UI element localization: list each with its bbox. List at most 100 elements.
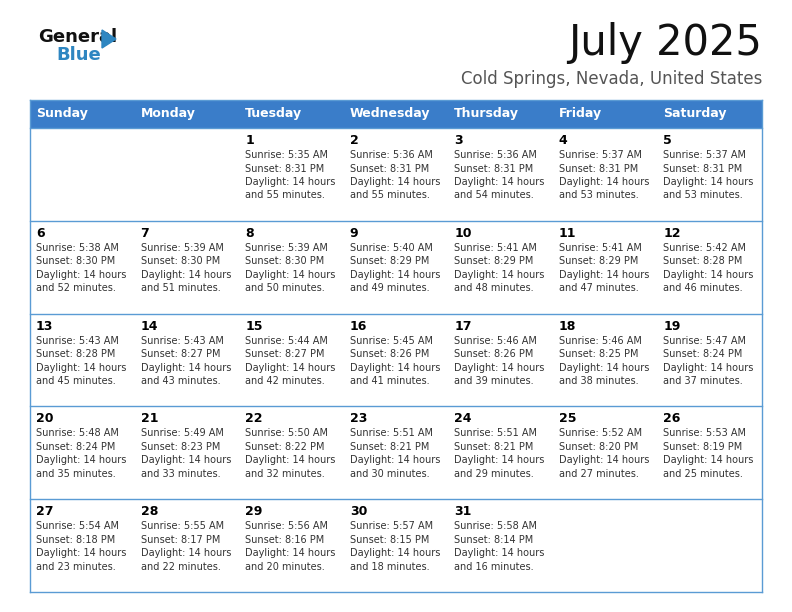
Text: Sunset: 8:23 PM: Sunset: 8:23 PM [140, 442, 220, 452]
Bar [448, 313, 553, 406]
Text: Sunset: 8:29 PM: Sunset: 8:29 PM [559, 256, 638, 266]
Text: 22: 22 [246, 412, 263, 425]
Text: and 55 minutes.: and 55 minutes. [246, 190, 325, 201]
Bar [30, 100, 135, 128]
Text: 10: 10 [455, 227, 472, 240]
Text: 21: 21 [140, 412, 158, 425]
Bar [553, 128, 657, 221]
Text: Sunset: 8:29 PM: Sunset: 8:29 PM [350, 256, 429, 266]
Text: 7: 7 [140, 227, 150, 240]
Bar [239, 499, 344, 592]
Text: Sunrise: 5:51 AM: Sunrise: 5:51 AM [350, 428, 432, 438]
Text: 9: 9 [350, 227, 358, 240]
Text: Monday: Monday [140, 108, 196, 121]
Text: Sunrise: 5:47 AM: Sunrise: 5:47 AM [664, 335, 746, 346]
Text: 25: 25 [559, 412, 577, 425]
Text: Wednesday: Wednesday [350, 108, 430, 121]
Text: Daylight: 14 hours: Daylight: 14 hours [350, 455, 440, 465]
Text: Sunset: 8:31 PM: Sunset: 8:31 PM [559, 163, 638, 173]
Bar [553, 313, 657, 406]
Text: Sunrise: 5:39 AM: Sunrise: 5:39 AM [140, 243, 223, 253]
Text: Cold Springs, Nevada, United States: Cold Springs, Nevada, United States [461, 70, 762, 88]
Bar [239, 313, 344, 406]
Text: Daylight: 14 hours: Daylight: 14 hours [664, 270, 754, 280]
Text: Sunset: 8:31 PM: Sunset: 8:31 PM [246, 163, 325, 173]
Text: Daylight: 14 hours: Daylight: 14 hours [246, 455, 336, 465]
Text: Daylight: 14 hours: Daylight: 14 hours [140, 548, 231, 558]
Text: and 30 minutes.: and 30 minutes. [350, 469, 429, 479]
Text: Blue: Blue [56, 46, 101, 64]
Text: 27: 27 [36, 505, 54, 518]
Bar [30, 128, 135, 221]
Text: Sunrise: 5:46 AM: Sunrise: 5:46 AM [455, 335, 537, 346]
Text: Sunset: 8:19 PM: Sunset: 8:19 PM [664, 442, 743, 452]
Text: and 41 minutes.: and 41 minutes. [350, 376, 429, 386]
Bar [135, 221, 239, 313]
Text: Daylight: 14 hours: Daylight: 14 hours [455, 455, 545, 465]
Bar [553, 499, 657, 592]
Text: Sunrise: 5:42 AM: Sunrise: 5:42 AM [664, 243, 746, 253]
Text: 14: 14 [140, 319, 158, 332]
Text: Sunset: 8:24 PM: Sunset: 8:24 PM [36, 442, 116, 452]
Text: Sunrise: 5:52 AM: Sunrise: 5:52 AM [559, 428, 642, 438]
Text: 15: 15 [246, 319, 263, 332]
Text: Sunrise: 5:38 AM: Sunrise: 5:38 AM [36, 243, 119, 253]
Text: Sunrise: 5:37 AM: Sunrise: 5:37 AM [559, 150, 642, 160]
Bar [344, 221, 448, 313]
Text: Daylight: 14 hours: Daylight: 14 hours [559, 270, 649, 280]
Text: Sunrise: 5:43 AM: Sunrise: 5:43 AM [36, 335, 119, 346]
Text: Sunset: 8:31 PM: Sunset: 8:31 PM [455, 163, 534, 173]
Bar [135, 128, 239, 221]
Text: Sunset: 8:14 PM: Sunset: 8:14 PM [455, 535, 534, 545]
Text: Daylight: 14 hours: Daylight: 14 hours [455, 270, 545, 280]
Text: Daylight: 14 hours: Daylight: 14 hours [140, 362, 231, 373]
Text: Daylight: 14 hours: Daylight: 14 hours [350, 270, 440, 280]
Text: Sunset: 8:22 PM: Sunset: 8:22 PM [246, 442, 325, 452]
Bar [135, 313, 239, 406]
Text: Sunrise: 5:36 AM: Sunrise: 5:36 AM [455, 150, 537, 160]
Text: Sunrise: 5:41 AM: Sunrise: 5:41 AM [559, 243, 642, 253]
Text: Sunset: 8:15 PM: Sunset: 8:15 PM [350, 535, 429, 545]
Text: Sunset: 8:31 PM: Sunset: 8:31 PM [664, 163, 743, 173]
Bar [239, 100, 344, 128]
Text: Tuesday: Tuesday [246, 108, 303, 121]
Text: Daylight: 14 hours: Daylight: 14 hours [246, 177, 336, 187]
Text: and 20 minutes.: and 20 minutes. [246, 562, 325, 572]
Text: Sunset: 8:26 PM: Sunset: 8:26 PM [350, 349, 429, 359]
Text: and 48 minutes.: and 48 minutes. [455, 283, 534, 293]
Bar [30, 313, 135, 406]
Text: and 42 minutes.: and 42 minutes. [246, 376, 325, 386]
Bar [344, 313, 448, 406]
Text: and 16 minutes.: and 16 minutes. [455, 562, 534, 572]
Text: 18: 18 [559, 319, 577, 332]
Text: Sunrise: 5:51 AM: Sunrise: 5:51 AM [455, 428, 537, 438]
Text: Daylight: 14 hours: Daylight: 14 hours [455, 177, 545, 187]
Text: Sunrise: 5:44 AM: Sunrise: 5:44 AM [246, 335, 328, 346]
Text: Sunrise: 5:43 AM: Sunrise: 5:43 AM [140, 335, 223, 346]
Bar [448, 128, 553, 221]
Text: Daylight: 14 hours: Daylight: 14 hours [246, 270, 336, 280]
Bar [344, 100, 448, 128]
Text: Sunrise: 5:36 AM: Sunrise: 5:36 AM [350, 150, 432, 160]
Text: Sunset: 8:30 PM: Sunset: 8:30 PM [246, 256, 325, 266]
Bar [553, 221, 657, 313]
Text: Sunset: 8:29 PM: Sunset: 8:29 PM [455, 256, 534, 266]
Bar [135, 406, 239, 499]
Text: Sunset: 8:18 PM: Sunset: 8:18 PM [36, 535, 116, 545]
Text: and 29 minutes.: and 29 minutes. [455, 469, 534, 479]
Text: 26: 26 [664, 412, 681, 425]
Text: July 2025: July 2025 [568, 22, 762, 64]
Text: and 52 minutes.: and 52 minutes. [36, 283, 116, 293]
Text: Saturday: Saturday [664, 108, 727, 121]
Text: and 25 minutes.: and 25 minutes. [664, 469, 744, 479]
Text: Sunrise: 5:40 AM: Sunrise: 5:40 AM [350, 243, 432, 253]
Text: Sunrise: 5:49 AM: Sunrise: 5:49 AM [140, 428, 223, 438]
Text: Daylight: 14 hours: Daylight: 14 hours [246, 362, 336, 373]
Text: and 33 minutes.: and 33 minutes. [140, 469, 220, 479]
Text: Sunrise: 5:56 AM: Sunrise: 5:56 AM [246, 521, 328, 531]
Text: Sunrise: 5:46 AM: Sunrise: 5:46 AM [559, 335, 642, 346]
Bar [239, 128, 344, 221]
Text: Sunrise: 5:55 AM: Sunrise: 5:55 AM [140, 521, 223, 531]
Bar [657, 221, 762, 313]
Text: Sunrise: 5:35 AM: Sunrise: 5:35 AM [246, 150, 328, 160]
